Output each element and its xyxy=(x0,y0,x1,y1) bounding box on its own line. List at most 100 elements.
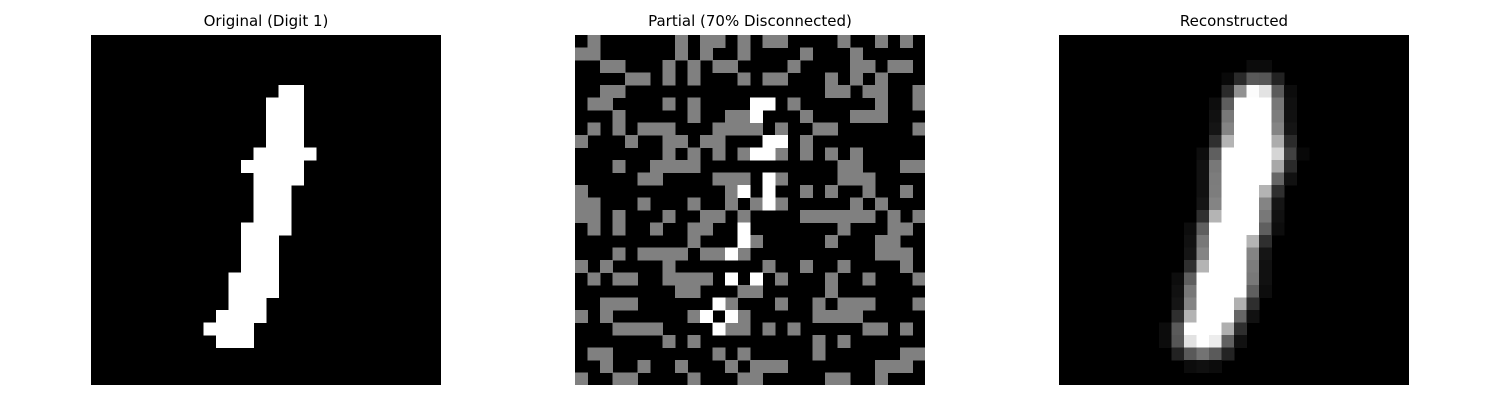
reconstructed-pixel xyxy=(1271,210,1285,223)
reconstructed-pixel xyxy=(1196,310,1210,323)
reconstructed-pixel xyxy=(1221,310,1235,323)
reconstructed-pixel xyxy=(1221,297,1235,311)
reconstructed-pixel xyxy=(1234,210,1247,223)
masked-pixel xyxy=(662,135,676,148)
masked-pixel xyxy=(737,47,751,61)
masked-pixel xyxy=(675,285,688,298)
reconstructed-pixel xyxy=(1246,110,1260,123)
masked-pixel xyxy=(700,210,713,223)
masked-pixel xyxy=(837,260,851,273)
reconstructed-pixel xyxy=(1234,310,1247,323)
masked-pixel xyxy=(912,160,925,173)
reconstructed-pixel xyxy=(1221,347,1235,361)
reconstructed-pixel xyxy=(1209,347,1222,361)
digit-pixel xyxy=(266,135,279,148)
reconstructed-pixel xyxy=(1221,322,1235,336)
masked-pixel xyxy=(737,147,751,161)
masked-pixel xyxy=(900,160,913,173)
digit-pixel xyxy=(241,310,254,323)
partial-disconnected-image xyxy=(575,35,925,385)
masked-pixel xyxy=(900,35,913,48)
reconstructed-pixel xyxy=(1246,122,1260,136)
masked-pixel xyxy=(837,335,851,348)
masked-pixel xyxy=(600,60,613,73)
masked-pixel xyxy=(712,147,726,161)
reconstructed-pixel xyxy=(1234,147,1247,161)
reconstructed-pixel xyxy=(1209,185,1222,198)
digit-pixel xyxy=(241,160,254,173)
panel-reconstructed: Reconstructed xyxy=(1059,0,1409,400)
masked-pixel xyxy=(612,372,626,385)
masked-pixel xyxy=(762,260,776,273)
reconstructed-pixel xyxy=(1196,172,1210,186)
masked-pixel xyxy=(587,97,601,111)
masked-pixel xyxy=(825,210,838,223)
digit-pixel xyxy=(253,222,267,236)
masked-pixel xyxy=(750,360,763,373)
panel-original-title: Original (Digit 1) xyxy=(203,12,329,30)
masked-pixel xyxy=(875,97,888,111)
digit-pixel xyxy=(216,310,229,323)
digit-pixel xyxy=(253,147,267,161)
reconstructed-pixel xyxy=(1234,335,1247,348)
digit-pixel xyxy=(278,172,292,186)
reconstructed-pixel xyxy=(1259,85,1272,98)
reconstructed-pixel xyxy=(1209,272,1222,286)
masked-pixel xyxy=(687,285,701,298)
masked-pixel xyxy=(737,122,751,136)
reconstructed-pixel xyxy=(1221,210,1235,223)
masked-pixel xyxy=(862,172,876,186)
masked-pixel xyxy=(787,97,801,111)
reconstructed-pixel xyxy=(1184,272,1197,286)
masked-pixel xyxy=(575,47,588,61)
digit-pixel xyxy=(253,235,267,248)
masked-pixel xyxy=(837,310,851,323)
reconstructed-pixel xyxy=(1234,272,1247,286)
digit-pixel xyxy=(241,335,254,348)
masked-pixel xyxy=(900,222,913,236)
reconstructed-pixel xyxy=(1259,60,1272,73)
masked-pixel xyxy=(837,85,851,98)
masked-pixel xyxy=(875,35,888,48)
reconstructed-pixel xyxy=(1209,335,1222,348)
masked-pixel xyxy=(825,272,838,286)
reconstructed-pixel xyxy=(1234,322,1247,336)
digit-pixel xyxy=(278,135,292,148)
masked-pixel xyxy=(800,110,813,123)
masked-pixel xyxy=(912,85,925,98)
digit-pixel xyxy=(291,110,304,123)
masked-pixel xyxy=(862,60,876,73)
masked-pixel xyxy=(600,297,613,311)
reconstructed-pixel xyxy=(1196,197,1210,211)
masked-pixel xyxy=(712,347,726,361)
reconstructed-pixel xyxy=(1184,235,1197,248)
masked-pixel xyxy=(637,72,651,86)
reconstructed-pixel xyxy=(1196,160,1210,173)
reconstructed-pixel xyxy=(1271,172,1285,186)
masked-pixel xyxy=(862,110,876,123)
masked-pixel xyxy=(587,47,601,61)
masked-pixel xyxy=(662,122,676,136)
reconstructed-pixel xyxy=(1246,85,1260,98)
masked-pixel xyxy=(800,47,813,61)
reconstructed-pixel xyxy=(1284,147,1297,161)
reconstructed-pixel xyxy=(1259,222,1272,236)
masked-pixel xyxy=(625,272,638,286)
reconstructed-pixel xyxy=(1246,185,1260,198)
digit-pixel xyxy=(228,297,242,311)
digit-pixel xyxy=(253,185,267,198)
masked-pixel xyxy=(837,35,851,48)
reconstructed-pixel xyxy=(1246,197,1260,211)
masked-pixel xyxy=(725,322,738,336)
masked-pixel xyxy=(775,297,788,311)
masked-pixel xyxy=(625,72,638,86)
reconstructed-pixel xyxy=(1171,272,1185,286)
digit-pixel xyxy=(266,247,279,261)
reconstructed-pixel xyxy=(1284,97,1297,111)
masked-pixel xyxy=(662,97,676,111)
digit-pixel xyxy=(278,210,292,223)
masked-pixel xyxy=(875,247,888,261)
digit-pixel xyxy=(253,210,267,223)
reconstructed-pixel xyxy=(1196,147,1210,161)
reconstructed-pixel xyxy=(1209,285,1222,298)
